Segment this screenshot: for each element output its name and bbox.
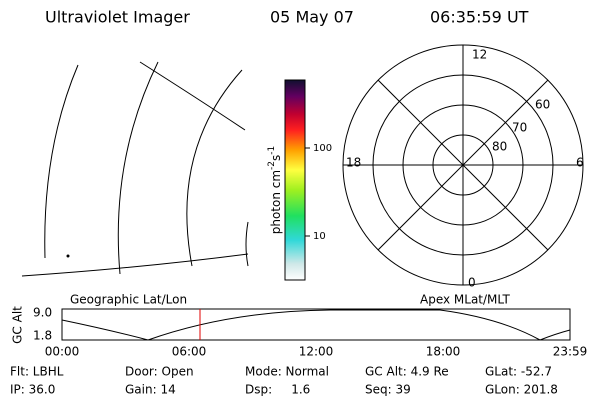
time: 06:35:59 UT bbox=[430, 8, 529, 27]
y-tick-label: 9.0 bbox=[33, 306, 52, 320]
plot-frame bbox=[61, 308, 571, 341]
info-field: GC Alt: 4.9 Re bbox=[365, 365, 449, 379]
unit-mid: s bbox=[269, 155, 283, 161]
lat-label: 70 bbox=[512, 121, 527, 135]
mlt-label: 18 bbox=[346, 156, 361, 170]
colorbar-unit: photon cm-2s-1 bbox=[267, 146, 283, 235]
unit-exp: -1 bbox=[267, 146, 277, 155]
unit-base: photon cm bbox=[269, 170, 283, 234]
info-field: GLat: -52.7 bbox=[485, 365, 552, 379]
mlt-label: 6 bbox=[576, 156, 584, 170]
x-tick-label: 00:00 bbox=[45, 345, 80, 359]
altitude-plot: GC Alt 9.0 1.8 bbox=[11, 306, 571, 344]
polar-grid: 12 18 6 0 60 70 80 bbox=[342, 44, 584, 290]
info-field: Door: Open bbox=[125, 365, 194, 379]
x-tick-label: 12:00 bbox=[299, 345, 334, 359]
info-panel: Flt: LBHL Door: Open Mode: Normal GC Alt: 4… bbox=[10, 365, 558, 397]
marker bbox=[66, 254, 70, 258]
meridian bbox=[186, 69, 243, 267]
meridian bbox=[44, 64, 79, 259]
altitude-curve bbox=[61, 309, 571, 341]
colorbar-tick-label: 10 bbox=[313, 231, 326, 242]
info-field: IP: 36.0 bbox=[10, 383, 55, 397]
geographic-map bbox=[21, 61, 249, 277]
projection-label: Apex MLat/MLT bbox=[420, 293, 510, 307]
date: 05 May 07 bbox=[270, 8, 354, 27]
info-field: Flt: LBHL bbox=[10, 365, 64, 379]
title: Ultraviolet Imager bbox=[45, 8, 190, 27]
meridian bbox=[117, 61, 159, 275]
header: Ultraviolet Imager 05 May 07 06:35:59 UT bbox=[45, 8, 529, 27]
x-ticks: 00:00 06:00 12:00 18:00 23:59 bbox=[45, 345, 588, 359]
lat-label: 60 bbox=[535, 98, 550, 112]
colorbar-scale bbox=[284, 79, 306, 281]
y-axis-label: GC Alt bbox=[11, 306, 25, 344]
info-field: Dsp: 1.6 bbox=[245, 383, 310, 397]
mlt-label: 0 bbox=[468, 276, 476, 290]
info-field: Gain: 14 bbox=[125, 383, 176, 397]
info-field: Mode: Normal bbox=[245, 365, 329, 379]
projection-label: Geographic Lat/Lon bbox=[70, 293, 187, 307]
x-tick-label: 06:00 bbox=[172, 345, 207, 359]
info-field: GLon: 201.8 bbox=[485, 383, 558, 397]
mlt-label: 12 bbox=[472, 48, 487, 62]
y-tick-label: 1.8 bbox=[33, 329, 52, 343]
x-tick-label: 18:00 bbox=[426, 345, 461, 359]
x-tick-label: 23:59 bbox=[553, 345, 588, 359]
lat-label: 80 bbox=[492, 140, 507, 154]
parallel bbox=[139, 61, 246, 131]
colorbar: 100 10 photon cm-2s-1 bbox=[267, 79, 332, 281]
mlt-line bbox=[377, 79, 549, 251]
unit-exp: -2 bbox=[267, 161, 277, 170]
parallel bbox=[21, 253, 249, 277]
parallel bbox=[245, 221, 249, 267]
info-field: Seq: 39 bbox=[365, 383, 411, 397]
colorbar-tick-label: 100 bbox=[313, 143, 332, 154]
